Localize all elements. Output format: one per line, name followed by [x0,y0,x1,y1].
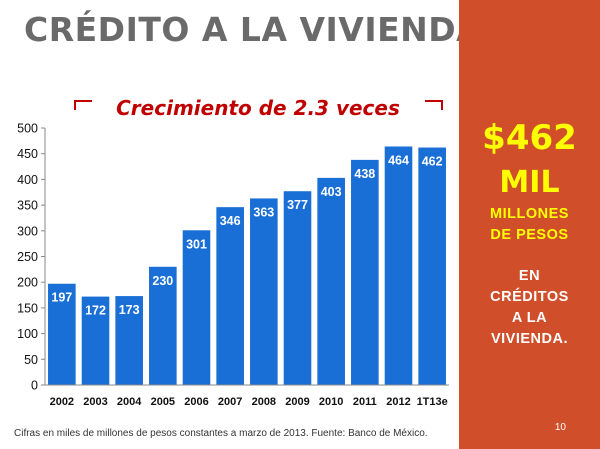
y-tick-label: 350 [17,199,38,213]
growth-annotation: Crecimiento de 2.3 veces [75,96,442,120]
bar [183,230,211,385]
x-tick-label: 2003 [83,396,107,408]
bar-value-label: 403 [321,185,342,199]
bar-value-label: 438 [354,167,375,181]
x-tick-label: 2011 [353,396,377,408]
bars: 197 172 173 230 301 346 363 377 403 438 464 462 [48,147,446,385]
y-tick-label: 500 [17,122,38,136]
x-tick-label: 1T13e [417,396,448,408]
footnote: Cifras en miles de millones de pesos con… [14,428,428,439]
y-tick-label: 0 [31,379,38,393]
x-tick-label: 2006 [184,396,208,408]
x-tick-label: 2007 [218,396,242,408]
bracket-left [75,101,92,110]
y-tick-label: 100 [17,327,38,341]
bar-value-label: 377 [287,198,308,212]
total-unit: MIL [459,165,600,200]
bar [351,160,379,385]
panel-line-creditos: CRÉDITOS [459,289,600,305]
y-tick-label: 300 [17,224,38,238]
y-tick-label: 50 [24,353,38,367]
panel-line-vivienda: VIVIENDA. [459,331,600,347]
bar-value-label: 173 [119,303,140,317]
x-tick-label: 2009 [285,396,309,408]
bar-value-label: 197 [51,291,72,305]
bar-value-label: 363 [253,205,274,219]
x-tick-label: 2012 [386,396,410,408]
bar [250,198,278,385]
panel-line-millones: MILLONES [459,206,600,222]
y-tick-label: 200 [17,276,38,290]
bar [385,147,413,385]
y-tick-label: 450 [17,147,38,161]
annotation-text: Crecimiento de 2.3 veces [116,96,400,120]
x-tick-label: 2002 [50,396,74,408]
y-tick-label: 150 [17,301,38,315]
bar [317,178,345,385]
x-tick-label: 2008 [252,396,276,408]
y-tick-label: 400 [17,173,38,187]
bracket-right [425,101,442,110]
bar-value-label: 230 [152,274,173,288]
x-tick-label: 2004 [117,396,142,408]
x-tick-label: 2010 [319,396,343,408]
bar-value-label: 172 [85,304,106,318]
bar-value-label: 346 [220,214,241,228]
total-amount: $462 [459,118,600,158]
bar [418,148,446,385]
panel-line-de-pesos: DE PESOS [459,227,600,243]
bar-value-label: 462 [422,155,443,169]
bar-value-label: 301 [186,237,207,251]
panel-line-a-la: A LA [459,310,600,326]
y-tick-label: 250 [17,250,38,264]
bar-chart: Crecimiento de 2.3 veces 197 172 173 230 301… [0,0,459,420]
side-panel: $462 MIL MILLONES DE PESOS EN CRÉDITOS A… [459,0,600,449]
panel-line-en: EN [459,268,600,284]
bar [284,191,312,385]
bar-value-label: 464 [388,154,409,168]
bar [216,207,244,385]
page-number: 10 [555,422,566,433]
x-tick-label: 2005 [151,396,175,408]
